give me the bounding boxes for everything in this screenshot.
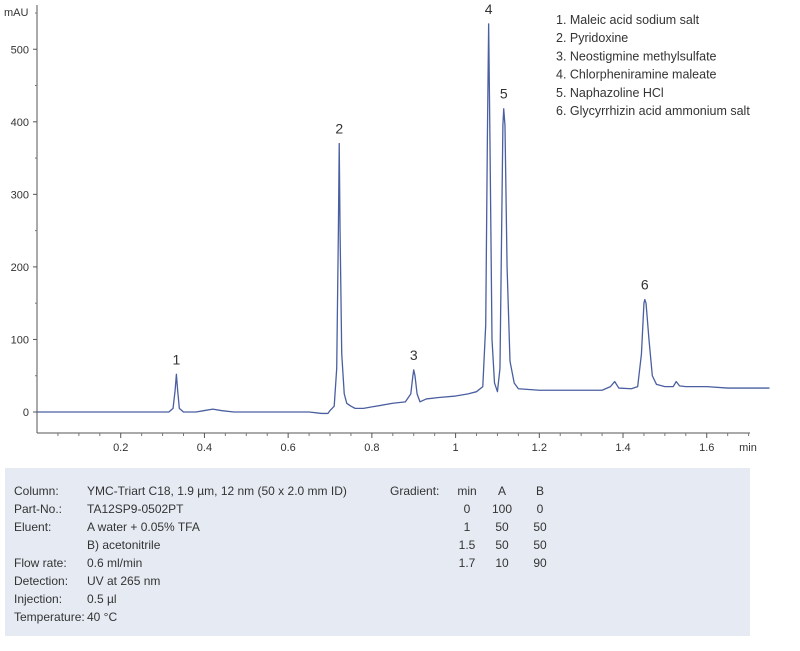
chromatogram-trace [37,23,770,415]
legend-entry: 1. Maleic acid sodium salt [556,13,700,27]
y-tick-label: 200 [11,262,29,274]
gradient-cell: 1.7 [458,556,476,570]
gradient-cell: 0 [536,502,544,516]
chromatogram-chart: 0 100 200 300 400 500 0.2 0.4 0.6 0.8 1 1.2 1.4 1.6 mA… [4,1,770,454]
gradient-cell: 50 [533,520,547,534]
legend-entry: 3. Neostigmine methylsulfate [556,49,717,63]
gradient-cell: 1 [463,520,471,534]
peak-label-3: 3 [410,347,418,363]
condition-value: B) acetonitrile [87,538,161,552]
legend-entry: 2. Pyridoxine [556,31,628,45]
method-conditions-panel: Column: YMC-Triart C18, 1.9 µm, 12 nm (50… [5,468,750,636]
gradient-cell: 1.5 [458,538,476,552]
condition-label: Detection: [14,574,69,588]
y-tick-label: 400 [11,117,29,129]
gradient-header: B [535,484,544,498]
chart-legend: 1. Maleic acid sodium salt 2. Pyridoxine 3… [556,13,750,118]
gradient-cell: 0 [463,502,471,516]
y-tick-label: 500 [11,44,29,56]
x-tick-label: 1.4 [615,442,630,454]
condition-label: Part-No.: [14,502,63,516]
gradient-label: Gradient: [390,484,440,498]
condition-value: 0.5 µl [87,592,117,606]
peak-labels: 1 2 3 4 5 6 [172,1,648,367]
y-tick-label: 300 [11,189,29,201]
condition-value: YMC-Triart C18, 1.9 µm, 12 nm (50 x 2.0 … [87,484,347,498]
gradient-cell: 100 [491,502,513,516]
y-tick-label: 0 [23,407,29,419]
condition-label: Eluent: [14,520,52,534]
condition-value: TA12SP9-0502PT [87,502,184,516]
chart-axes: 0 100 200 300 400 500 0.2 0.4 0.6 0.8 1 1.2 1.4 1.6 mA… [4,5,757,454]
legend-entry: 6. Glycyrrhizin acid ammonium salt [556,104,750,118]
peak-label-6: 6 [641,277,649,293]
x-tick-label: 1 [453,442,459,454]
gradient-cell: 50 [495,538,509,552]
y-axis-label: mAU [4,7,29,19]
condition-label: Flow rate: [14,556,67,570]
condition-value: UV at 265 nm [87,574,161,588]
condition-value: 0.6 ml/min [87,556,143,570]
x-tick-label: 0.2 [113,442,128,454]
x-axis-label: min [739,442,757,454]
legend-entry: 5. Naphazoline HCl [556,86,664,100]
peak-label-4: 4 [485,1,493,17]
peak-label-1: 1 [172,351,180,367]
condition-value: 40 °C [87,610,118,624]
condition-value: A water + 0.05% TFA [87,520,200,534]
gradient-header: min [457,484,477,498]
peak-label-2: 2 [335,121,343,137]
x-tick-label: 1.2 [532,442,547,454]
condition-label: Column: [14,484,59,498]
x-tick-label: 0.8 [364,442,379,454]
peak-label-5: 5 [500,86,508,102]
legend-entry: 4. Chlorpheniramine maleate [556,68,717,82]
y-tick-label: 100 [11,334,29,346]
gradient-cell: 10 [495,556,509,570]
x-tick-label: 1.6 [699,442,714,454]
chart-trace [37,23,770,415]
condition-label: Temperature: [14,610,85,624]
gradient-cell: 50 [533,538,547,552]
condition-label: Injection: [14,592,63,606]
gradient-header: A [497,484,506,498]
gradient-cell: 90 [533,556,547,570]
x-tick-label: 0.4 [197,442,212,454]
x-tick-label: 0.6 [281,442,296,454]
gradient-cell: 50 [495,520,509,534]
